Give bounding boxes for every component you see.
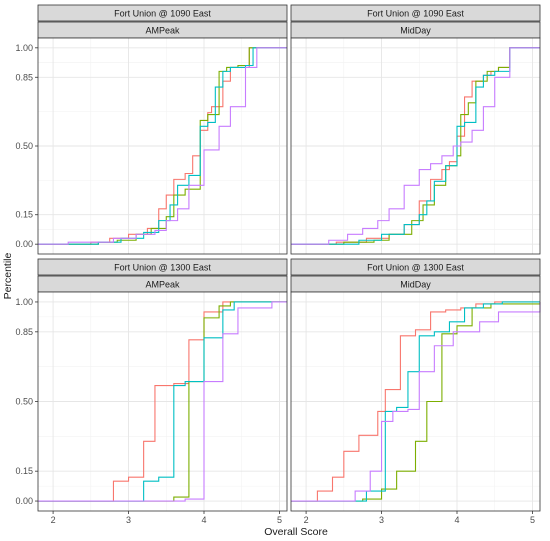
y-tick-label: 0.85 <box>15 72 33 82</box>
y-tick-label: 0.15 <box>15 210 33 220</box>
x-tick-label: 5 <box>277 515 282 525</box>
panel-border <box>290 37 541 255</box>
series-line-1 <box>38 301 287 502</box>
panels-layer: Fort Union @ 1090 East AMPeak 0.00 0.15 0.50… <box>15 4 541 525</box>
series-line-3 <box>291 301 540 502</box>
y-axis-title: Percentile <box>2 253 14 300</box>
strip-top <box>37 258 288 276</box>
strip-top-label: Fort Union @ 1300 East <box>114 263 211 273</box>
series-line-3 <box>291 47 540 245</box>
strip-top-label: Fort Union @ 1300 East <box>367 263 464 273</box>
strip-top <box>290 4 541 22</box>
y-tick-label: 0.85 <box>15 327 33 337</box>
y-tick-label: 0.50 <box>15 397 33 407</box>
x-tick-label: 4 <box>201 515 206 525</box>
x-tick-label: 3 <box>126 515 131 525</box>
strip-bottom-label: AMPeak <box>145 280 180 290</box>
panel-border <box>290 291 541 512</box>
y-tick-label: 0.00 <box>15 239 33 249</box>
strip-bottom-label: MidDay <box>400 26 431 36</box>
x-tick-label: 2 <box>304 515 309 525</box>
series-line-3 <box>38 301 287 502</box>
series-line-3 <box>38 47 287 245</box>
series-line-4 <box>38 301 287 502</box>
x-tick-label: 4 <box>454 515 459 525</box>
strip-top <box>290 258 541 276</box>
x-tick-label: 5 <box>530 515 535 525</box>
y-tick-label: 1.00 <box>15 297 33 307</box>
y-tick-label: 0.00 <box>15 496 33 506</box>
panel-3: Fort Union @ 1300 East AMPeak 0.00 0.15 0.50… <box>15 258 288 525</box>
series-line-1 <box>38 47 287 245</box>
series-line-4 <box>38 47 287 245</box>
strip-bottom-label: MidDay <box>400 280 431 290</box>
series-line-4 <box>291 301 541 502</box>
strip-bottom-label: AMPeak <box>145 26 180 36</box>
panel-2: Fort Union @ 1090 East MidDay <box>290 4 541 255</box>
panel-4: Fort Union @ 1300 East MidDay 2 3 4 5 <box>290 258 541 525</box>
panel-1: Fort Union @ 1090 East AMPeak 0.00 0.15 0.50… <box>15 4 288 255</box>
strip-top-label: Fort Union @ 1090 East <box>367 9 464 19</box>
y-tick-label: 0.15 <box>15 466 33 476</box>
strip-top-label: Fort Union @ 1090 East <box>114 9 211 19</box>
x-axis-title: Overall Score <box>264 526 328 538</box>
x-tick-label: 3 <box>379 515 384 525</box>
y-tick-label: 1.00 <box>15 43 33 53</box>
strip-top <box>37 4 288 22</box>
series-line-2 <box>291 301 541 502</box>
x-tick-label: 2 <box>51 515 56 525</box>
series-line-4 <box>291 47 540 245</box>
y-tick-label: 0.50 <box>15 141 33 151</box>
